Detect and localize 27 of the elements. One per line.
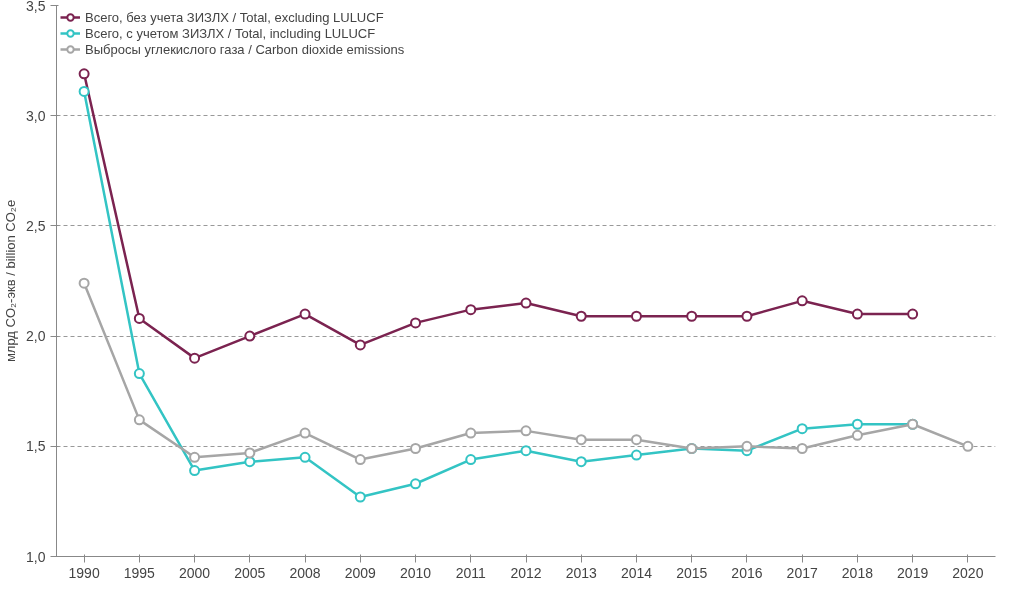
x-tick-label: 2008 — [289, 564, 321, 581]
x-tick-label: 2005 — [234, 564, 266, 581]
legend-label: Всего, с учетом ЗИЗЛХ / Total, including LULUCF — [85, 25, 376, 41]
y-tick-label: 2,5 — [26, 217, 46, 234]
x-tick-label: 2000 — [179, 564, 211, 581]
y-tick-label: 3,5 — [26, 0, 46, 14]
x-tick-label: 2013 — [565, 564, 598, 581]
legend-label: Выбросы углекислого газа / Carbon dioxide emissions — [85, 41, 405, 57]
x-tick-label: 2011 — [455, 564, 487, 581]
x-tick-label: 2017 — [786, 564, 818, 581]
x-tick-label: 2018 — [841, 564, 874, 581]
x-tick-label: 1990 — [68, 564, 100, 581]
y-tick-label: 1,0 — [26, 548, 46, 565]
x-tick-label: 2020 — [952, 564, 984, 581]
y-tick-label: 2,0 — [26, 328, 46, 345]
y-tick-label: 1,5 — [26, 438, 46, 455]
x-tick-label: 2014 — [620, 564, 653, 581]
x-tick-label: 2019 — [897, 564, 929, 581]
y-axis-title: млрд CO₂-экв / billion CO₂e — [3, 199, 19, 363]
x-tick-label: 2009 — [344, 564, 377, 581]
x-tick-label: 1995 — [123, 564, 156, 581]
x-tick-label: 2015 — [676, 564, 708, 581]
x-tick-label: 2010 — [399, 564, 432, 581]
x-tick-label: 2012 — [510, 564, 542, 581]
legend-label: Всего, без учета ЗИЗЛХ / Total, excluding LULUCF — [85, 9, 384, 25]
x-tick-label: 2016 — [731, 564, 763, 581]
y-tick-label: 3,0 — [26, 107, 46, 124]
